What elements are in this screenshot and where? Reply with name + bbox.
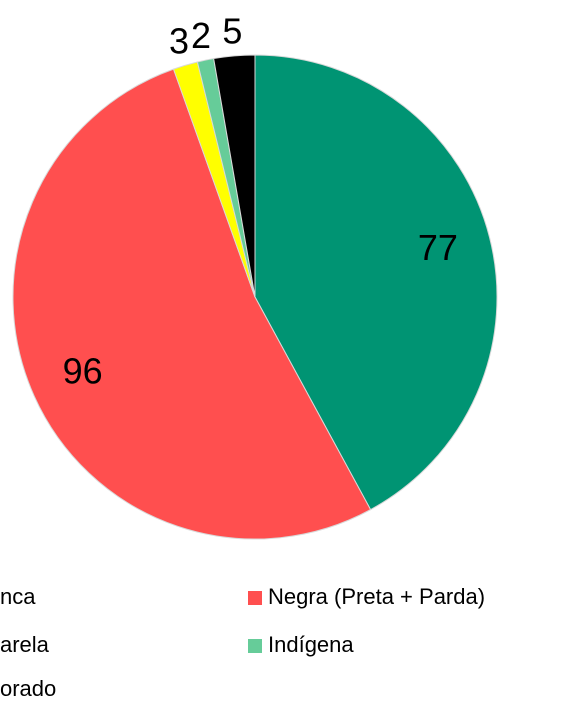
legend-label: nca	[0, 584, 36, 609]
data-label: 96	[63, 351, 103, 392]
legend-label: Negra (Preta + Parda)	[268, 584, 485, 609]
data-label: 5	[222, 10, 242, 51]
data-label: 77	[418, 227, 458, 268]
data-label: 2	[191, 15, 211, 56]
pie-slice	[254, 54, 498, 511]
legend-swatch	[248, 639, 262, 653]
legend-label: Indígena	[268, 632, 354, 657]
pie-slice	[12, 68, 372, 540]
legend-label: orado	[0, 676, 56, 701]
legend-label: arela	[0, 632, 50, 657]
data-label: 3	[169, 21, 189, 62]
legend-swatch	[248, 591, 262, 605]
pie-slice	[213, 54, 256, 298]
